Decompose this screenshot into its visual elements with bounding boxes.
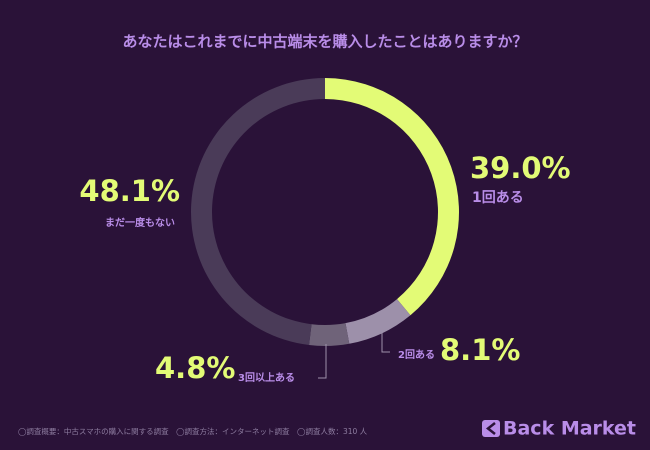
donut xyxy=(190,77,459,346)
category-label: 1回ある xyxy=(472,190,524,206)
leader-line xyxy=(318,344,327,379)
category-label: 3回以上ある xyxy=(238,371,295,384)
logo-text: Back Market xyxy=(503,418,636,440)
category-label: まだ一度もない xyxy=(105,216,175,229)
logo-icon-mark xyxy=(485,422,496,435)
chart-title: あなたはこれまでに中古端末を購入したことはありますか？ xyxy=(122,33,527,51)
donut-segment xyxy=(190,77,325,346)
value-label: 4.8% xyxy=(155,351,235,385)
donut-segment xyxy=(325,78,459,316)
value-label: 39.0% xyxy=(470,151,571,185)
logo: Back Market xyxy=(482,418,636,440)
logo-icon xyxy=(482,420,500,437)
donut-segment xyxy=(309,323,350,346)
value-label: 8.1% xyxy=(440,333,520,367)
donut-segment xyxy=(345,299,411,344)
leader-line xyxy=(381,318,390,353)
category-label: 2回ある xyxy=(398,348,435,361)
footnote: ◯調査概要：中古スマホの購入に関する調査 ◯調査方法：インターネット調査 ◯調査… xyxy=(18,426,368,436)
value-label: 48.1% xyxy=(79,174,180,208)
